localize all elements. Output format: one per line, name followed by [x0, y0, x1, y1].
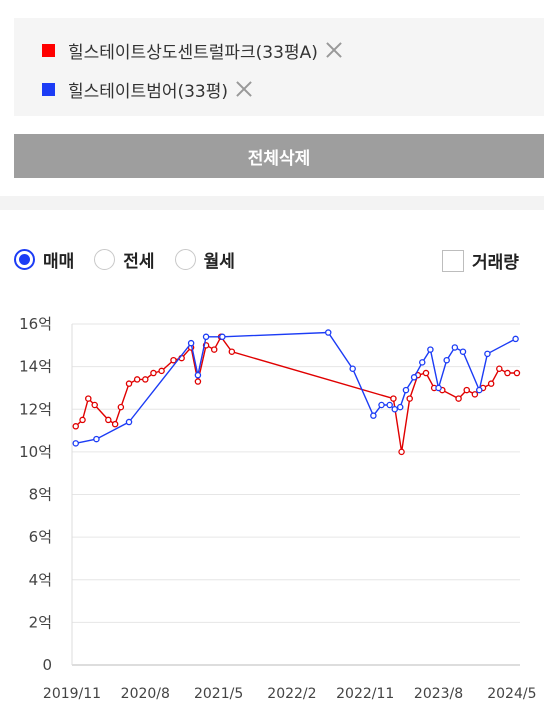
- data-point: [496, 365, 503, 373]
- radio-circle[interactable]: [14, 249, 35, 270]
- data-point: [219, 333, 226, 341]
- data-point: [72, 423, 79, 430]
- data-point: [378, 401, 385, 409]
- data-point: [93, 435, 100, 443]
- volume-label: 거래량: [472, 253, 519, 273]
- data-point: [194, 378, 202, 385]
- x-tick-label: 2021/5: [194, 686, 243, 702]
- y-tick-label: 2억: [29, 613, 52, 631]
- y-tick-label: 14억: [19, 358, 52, 376]
- delete-all-button[interactable]: 전체삭제: [14, 134, 544, 178]
- x-tick-label: 2023/8: [414, 686, 463, 702]
- close-icon[interactable]: [236, 81, 252, 97]
- data-point: [150, 369, 157, 377]
- data-point: [443, 356, 450, 364]
- data-point: [79, 416, 86, 424]
- data-point: [85, 395, 92, 402]
- compare-item-0: 힐스테이트상도센트럴파크(33평A): [42, 38, 342, 63]
- radio-circle[interactable]: [174, 249, 196, 270]
- data-point: [463, 386, 470, 394]
- data-point: [111, 420, 119, 428]
- x-tick-label: 2022/2: [267, 686, 316, 702]
- series-color-swatch: [42, 43, 55, 57]
- price-line-chart: 0 2억 4억 6억 8억 10억 12억 14억 16억 2019/11 2020/8 2021/5…: [19, 315, 536, 702]
- data-point: [484, 350, 491, 358]
- radio-label: 전세: [123, 252, 155, 272]
- compare-list: 힐스테이트상도센트럴파크(33평A) 힐스테이트범어(33평): [14, 18, 544, 116]
- radio-label: 매매: [43, 252, 75, 272]
- radio-circle[interactable]: [94, 249, 116, 270]
- trade-type-radio-group: 매매 전세 월세: [14, 247, 255, 272]
- compare-item-1: 힐스테이트범어(33평): [42, 77, 252, 102]
- compare-item-label: 힐스테이트상도센트럴파크(33평A): [68, 42, 318, 63]
- radio-label: 월세: [203, 252, 235, 272]
- data-point: [396, 403, 404, 411]
- data-point: [402, 386, 410, 394]
- compare-item-label: 힐스테이트범어(33평): [68, 81, 229, 102]
- data-point: [435, 384, 442, 392]
- data-point: [117, 403, 125, 411]
- data-point: [133, 376, 141, 383]
- data-point: [427, 346, 434, 353]
- data-point: [370, 412, 377, 419]
- x-tick-label: 2020/8: [121, 686, 170, 702]
- data-point: [142, 376, 149, 383]
- section-divider: [0, 196, 544, 210]
- radio-jeonse[interactable]: 전세: [94, 247, 155, 272]
- data-point: [476, 386, 483, 394]
- data-point: [72, 440, 79, 447]
- data-point: [158, 367, 165, 375]
- data-point: [386, 401, 393, 409]
- radio-sale[interactable]: 매매: [14, 247, 74, 272]
- close-icon[interactable]: [326, 42, 342, 58]
- data-point: [187, 339, 195, 347]
- x-tick-label: 2019/11: [43, 686, 101, 702]
- y-tick-label: 12억: [19, 400, 52, 418]
- y-tick-label: 10억: [19, 443, 52, 461]
- data-point: [194, 371, 202, 379]
- volume-checkbox[interactable]: 거래량: [442, 248, 519, 273]
- data-point: [210, 346, 218, 353]
- data-point: [390, 395, 397, 402]
- data-point: [504, 369, 511, 377]
- data-point: [513, 369, 521, 377]
- checkbox-box[interactable]: [442, 249, 464, 272]
- data-point: [398, 448, 405, 456]
- x-tick-label: 2022/11: [336, 686, 394, 702]
- y-tick-label: 8억: [29, 486, 52, 504]
- x-tick-label: 2024/5: [487, 686, 536, 702]
- data-point: [125, 380, 133, 387]
- y-tick-label: 6억: [29, 528, 52, 546]
- data-point: [105, 416, 112, 424]
- data-point: [202, 333, 210, 341]
- data-point: [391, 406, 398, 413]
- data-point: [406, 395, 413, 402]
- series-color-swatch: [42, 82, 55, 96]
- radio-monthly[interactable]: 월세: [174, 247, 235, 272]
- data-point: [349, 365, 356, 373]
- data-point: [324, 329, 332, 336]
- data-point: [410, 374, 418, 381]
- data-point: [170, 356, 177, 364]
- data-point: [228, 348, 236, 355]
- data-point: [451, 344, 459, 351]
- data-point: [419, 359, 426, 366]
- data-point: [459, 348, 467, 355]
- data-point: [422, 369, 430, 377]
- y-tick-label: 16억: [19, 315, 52, 333]
- series-line-1: [75, 331, 516, 444]
- data-point: [125, 418, 133, 426]
- y-tick-label: 4억: [29, 571, 52, 589]
- data-point: [455, 395, 462, 402]
- data-point: [487, 380, 495, 387]
- data-point: [471, 391, 479, 398]
- data-point: [91, 401, 98, 409]
- data-point: [512, 335, 519, 343]
- y-tick-label: 0: [42, 656, 52, 674]
